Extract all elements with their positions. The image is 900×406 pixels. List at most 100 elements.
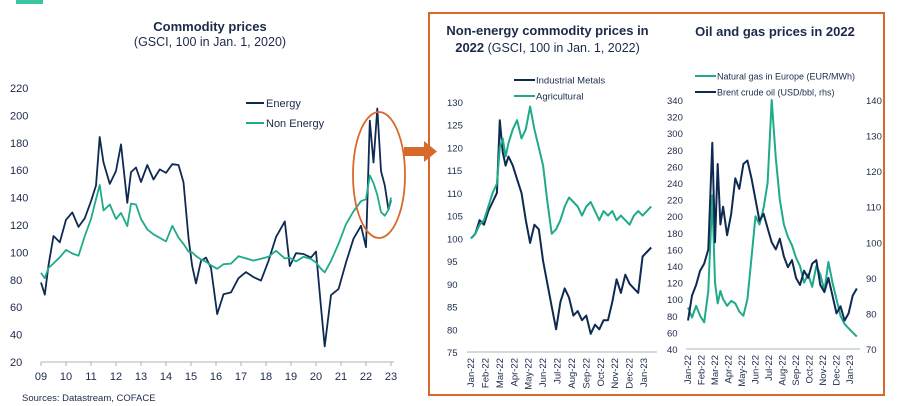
legend-label: Agricultural — [536, 92, 584, 103]
series-line-agricultural — [470, 105, 652, 240]
x-tick-label: Jan-23 — [639, 358, 650, 387]
y-tick-label: 80 — [667, 312, 678, 323]
x-tick-label: Jun-22 — [751, 355, 762, 384]
x-tick-label: 09 — [35, 371, 47, 383]
y-tick-label: 60 — [10, 302, 22, 314]
y-tick-label: 180 — [667, 229, 683, 240]
y-tick-label: 40 — [10, 330, 22, 342]
series-line-non-energy — [40, 174, 392, 280]
y-tick-label: 200 — [10, 110, 28, 122]
x-tick-label: 18 — [260, 371, 272, 383]
x-tick-label: Feb-22 — [697, 355, 708, 385]
coface-logo — [16, 0, 43, 4]
y2-tick-label: 110 — [866, 203, 881, 214]
y-tick-label: 80 — [447, 325, 458, 336]
x-tick-label: Jun-22 — [538, 358, 549, 387]
x-tick-label: Dec-22 — [625, 358, 636, 389]
y-tick-label: 110 — [447, 189, 462, 200]
x-tick-label: Jan-22 — [683, 355, 694, 384]
x-tick-label: May-22 — [524, 358, 535, 390]
series-line-energy — [40, 107, 392, 348]
x-tick-label: 22 — [360, 371, 372, 383]
right-chart-title: Oil and gas prices in 2022 — [695, 24, 855, 39]
y-tick-label: 75 — [447, 348, 458, 359]
x-tick-label: Sep-22 — [791, 355, 802, 386]
y-tick-label: 120 — [447, 143, 463, 154]
middle-title-rest: (GSCI, 100 in Jan. 1, 2022) — [484, 41, 640, 55]
x-tick-label: 10 — [60, 371, 72, 383]
x-tick-label: 19 — [285, 371, 297, 383]
y-tick-label: 200 — [667, 212, 683, 223]
y-tick-label: 90 — [447, 280, 458, 291]
y-tick-label: 125 — [447, 121, 463, 132]
y2-tick-label: 140 — [866, 96, 882, 107]
x-tick-label: Dec-22 — [832, 355, 843, 386]
chart-oil-gas-2022: 40 60 80 100 120 140 160 180 200 220 240 260 280 300 3… — [667, 72, 882, 387]
middle-chart-title: Non-energy commodity prices in 2022 (GSC… — [440, 22, 655, 57]
legend-label: Non Energy — [266, 118, 325, 130]
highlight-box — [428, 12, 885, 396]
y2-tick-label: 100 — [866, 238, 882, 249]
series-line-brent-crude-oil — [687, 141, 858, 322]
x-tick-label: Aug-22 — [778, 355, 789, 386]
y-tick-label: 120 — [667, 279, 683, 290]
x-tick-label: Sep-22 — [581, 358, 592, 389]
x-tick-label: Jan-23 — [845, 355, 856, 384]
y-tick-label: 60 — [667, 328, 678, 339]
y-tick-label: 140 — [10, 193, 28, 205]
x-tick-label: Oct-22 — [805, 355, 816, 384]
y2-tick-label: 70 — [866, 345, 877, 356]
x-tick-label: 21 — [335, 371, 347, 383]
y-tick-label: 300 — [667, 129, 683, 140]
y-tick-label: 40 — [667, 345, 678, 356]
y2-tick-label: 120 — [866, 167, 882, 178]
x-tick-label: Nov-22 — [818, 355, 829, 386]
y-tick-label: 130 — [447, 98, 463, 109]
legend-label: Brent crude oil (USD/bbl, rhs) — [717, 88, 835, 98]
y-tick-label: 20 — [10, 357, 22, 369]
y2-tick-label: 90 — [866, 274, 877, 285]
chart-commodity-prices: 20 40 60 80 100 120 140 160 180 200 220 09 10 11 12 13 1… — [10, 83, 397, 383]
x-tick-label: Mar-22 — [495, 358, 506, 388]
y-tick-label: 140 — [667, 262, 683, 273]
x-tick-label: 13 — [135, 371, 147, 383]
x-tick-label: 14 — [160, 371, 172, 383]
x-tick-label: May-22 — [737, 355, 748, 387]
x-tick-label: Oct-22 — [596, 358, 607, 387]
left-chart-title: Commodity prices — [153, 19, 267, 34]
y-tick-label: 320 — [667, 113, 683, 124]
y-tick-label: 340 — [667, 96, 683, 107]
y-tick-label: 180 — [10, 138, 28, 150]
y-tick-label: 260 — [667, 162, 683, 173]
x-tick-label: Feb-22 — [480, 358, 491, 388]
y-tick-label: 100 — [10, 247, 28, 259]
chart-non-energy-2022: 75 80 85 90 95 100 105 110 115 120 125 130 Jan-22 Feb… — [447, 76, 657, 390]
highlight-ellipse — [352, 111, 406, 239]
y-tick-label: 100 — [447, 234, 463, 245]
y-tick-label: 95 — [447, 257, 458, 268]
x-tick-label: 17 — [235, 371, 247, 383]
y2-tick-label: 130 — [866, 132, 882, 143]
y-tick-label: 280 — [667, 146, 683, 157]
x-tick-label: Nov-22 — [610, 358, 621, 389]
x-tick-label: Aug-22 — [567, 358, 578, 389]
legend-label: Natural gas in Europe (EUR/MWh) — [717, 72, 855, 82]
x-tick-label: 15 — [185, 371, 197, 383]
x-tick-label: 16 — [210, 371, 222, 383]
x-tick-label: 11 — [85, 371, 96, 383]
middle-title-bold-1: Non-energy commodity prices in — [446, 23, 649, 38]
y-tick-label: 240 — [667, 179, 683, 190]
x-tick-label: Apr-22 — [509, 358, 520, 387]
y-tick-label: 100 — [667, 295, 683, 306]
x-tick-label: Apr-22 — [724, 355, 735, 384]
series-line-natural-gas-europe — [687, 99, 858, 338]
y-tick-label: 115 — [447, 166, 462, 177]
x-tick-label: Mar-22 — [710, 355, 721, 385]
y-tick-label: 220 — [667, 196, 683, 207]
legend-label: Energy — [266, 98, 301, 110]
y-tick-label: 80 — [10, 275, 22, 287]
x-tick-label: Jul-22 — [553, 358, 564, 384]
right-arrow-icon — [404, 141, 437, 162]
y-tick-label: 85 — [447, 303, 458, 314]
